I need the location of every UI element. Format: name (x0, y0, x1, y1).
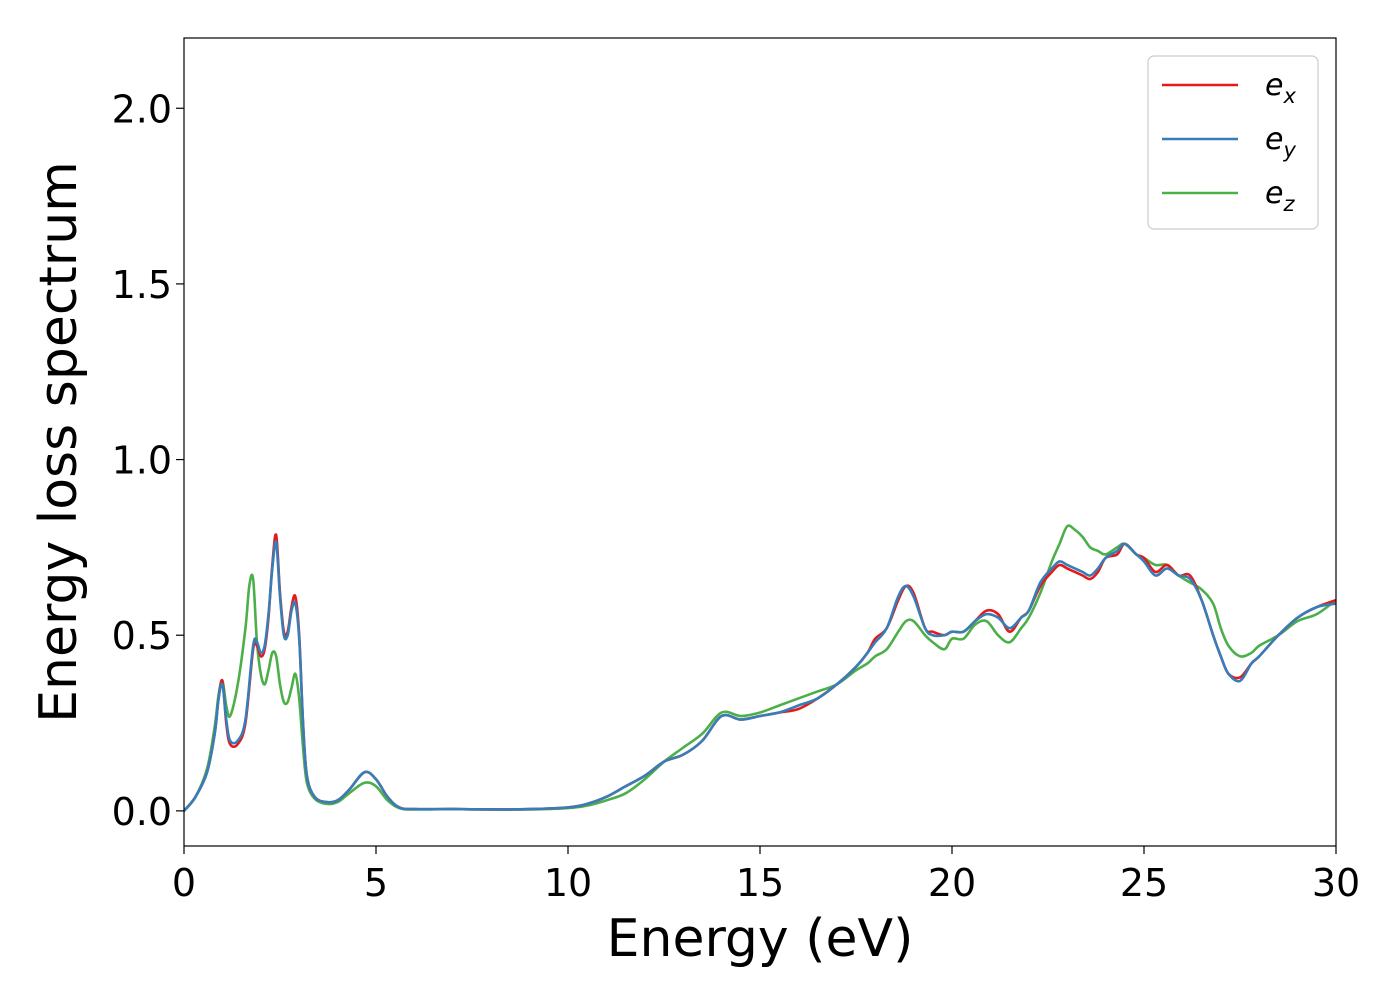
x-tick-label: 10 (544, 861, 592, 905)
series-line-ey (184, 540, 1336, 813)
legend-label-ey: ey (1265, 122, 1296, 162)
y-tick-label: 1.5 (112, 263, 172, 307)
x-axis: 0 5 10 15 20 25 30 (172, 846, 1360, 905)
legend: ex ey ez (1147, 55, 1319, 230)
x-axis-label: Energy (eV) (607, 909, 914, 969)
y-tick-label: 2.0 (112, 87, 172, 131)
y-tick-label: 0.5 (112, 614, 172, 658)
x-tick-label: 25 (1120, 861, 1168, 905)
y-axis-label: Energy loss spectrum (29, 161, 89, 723)
y-axis: 0.0 0.5 1.0 1.5 2.0 (112, 87, 184, 834)
series-line-ex (184, 533, 1336, 813)
x-tick-label: 15 (736, 861, 784, 905)
legend-label-ex: ex (1265, 68, 1296, 108)
legend-box (1147, 55, 1319, 230)
x-tick-label: 20 (928, 861, 976, 905)
x-tick-label: 5 (364, 861, 388, 905)
x-tick-label: 30 (1312, 861, 1360, 905)
legend-label-ez: ez (1265, 176, 1295, 216)
y-tick-label: 1.0 (112, 439, 172, 483)
x-tick-label: 0 (172, 861, 196, 905)
y-tick-label: 0.0 (112, 790, 172, 834)
series-layer (184, 524, 1336, 813)
